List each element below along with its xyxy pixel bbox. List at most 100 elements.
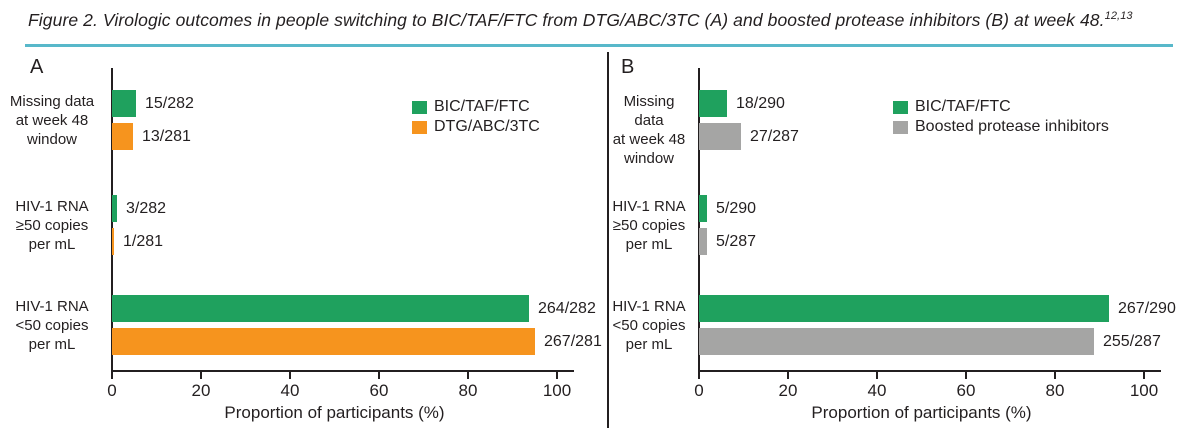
legend-swatch-icon [412,100,427,114]
legend-swatch-icon [893,100,908,114]
x-axis-tick-label: 40 [280,381,300,400]
category-label: HIV-1 RNA <50 copies per mL [609,297,689,354]
x-axis-tick-label: 80 [1045,381,1065,400]
category-label-line: per mL [28,236,76,253]
legend-item: Boosted protease inhibitors [893,117,1109,137]
category-label: Missing data at week 48 window [0,92,104,149]
category-label: HIV-1 RNA ≥50 copies per mL [0,197,104,254]
bar-bic-taf-ftc [699,195,707,222]
x-axis-tick [289,372,291,379]
x-axis-tick-label: 100 [542,381,572,400]
category-label-line: HIV-1 RNA [15,298,89,315]
bar-bic-taf-ftc [699,90,727,117]
x-axis-tick-label: 100 [1129,381,1159,400]
category-label: HIV-1 RNA <50 copies per mL [0,297,104,354]
category-label: Missing data at week 48 window [609,92,689,168]
category-label: HIV-1 RNA ≥50 copies per mL [609,197,689,254]
x-axis-tick-label: 60 [956,381,976,400]
x-axis-tick [965,372,967,379]
bar-bic-taf-ftc [112,295,529,322]
category-label-line: per mL [625,336,673,353]
x-axis-tick-label: 20 [778,381,798,400]
x-axis-tick-label: 40 [867,381,887,400]
x-axis-tick [378,372,380,379]
bar-value-label: 5/290 [716,200,757,217]
bar-dtg-abc-3tc [112,123,133,150]
category-label-line: window [623,150,675,167]
legend-label: BIC/TAF/FTC [915,98,1011,115]
legend-swatch-icon [412,120,427,134]
bar-boosted-protease-inhibitors [699,228,707,255]
bar-value-label: 1/281 [123,233,164,250]
figure-title-superscript: 12,13 [1104,10,1133,23]
x-axis-tick [876,372,878,379]
x-axis-tick [556,372,558,379]
category-label-line: per mL [28,336,76,353]
category-label-line: at week 48 [15,112,89,129]
panel-a: A 0 20 40 60 80 100 Proportion of participants … [0,47,607,435]
bar-value-label: 267/281 [544,333,602,350]
bar-dtg-abc-3tc [112,228,114,255]
bar-dtg-abc-3tc [112,328,535,355]
bar-boosted-protease-inhibitors [699,123,741,150]
legend-item: DTG/ABC/3TC [412,117,540,137]
x-axis-tick [787,372,789,379]
category-label-line: at week 48 [612,131,686,148]
bar-value-label: 255/287 [1103,333,1161,350]
legend-label: Boosted protease inhibitors [915,118,1109,135]
panel-label: A [30,56,44,78]
x-axis-tick-label: 0 [107,381,117,400]
panel-b: B 0 20 40 60 80 100 Proportion of participants … [609,47,1192,435]
x-axis-tick [1143,372,1145,379]
category-label-line: HIV-1 RNA [612,298,686,315]
legend-swatch-icon [893,120,908,134]
bar-value-label: 27/287 [750,128,799,145]
x-axis-tick [698,372,700,379]
legend: BIC/TAF/FTC Boosted protease inhibitors [893,97,1109,137]
bar-value-label: 13/281 [142,128,191,145]
bar-boosted-protease-inhibitors [699,328,1094,355]
legend-label: BIC/TAF/FTC [434,98,530,115]
x-axis-line [698,370,1161,372]
panel-divider [607,52,609,428]
legend-item: BIC/TAF/FTC [412,97,540,117]
bar-bic-taf-ftc [112,90,136,117]
category-label-line: <50 copies [612,317,686,334]
legend-item: BIC/TAF/FTC [893,97,1109,117]
x-axis-tick [200,372,202,379]
x-axis-tick [111,372,113,379]
figure-title-text: Figure 2. Virologic outcomes in people s… [28,10,1105,30]
bar-value-label: 15/282 [145,95,194,112]
panel-label: B [621,56,635,78]
category-label-line: per mL [625,236,673,253]
x-axis-title: Proportion of participants (%) [811,403,1032,422]
legend: BIC/TAF/FTC DTG/ABC/3TC [412,97,540,137]
category-label-line: <50 copies [15,317,89,334]
bar-bic-taf-ftc [112,195,117,222]
teal-rule [25,44,1173,47]
category-label-line: ≥50 copies [15,217,89,234]
figure-title: Figure 2. Virologic outcomes in people s… [28,10,1133,31]
x-axis-tick [1054,372,1056,379]
x-axis-title: Proportion of participants (%) [224,403,445,422]
category-label-line: Missing data [9,93,95,110]
x-axis-tick-label: 60 [369,381,389,400]
category-label-line: ≥50 copies [612,217,686,234]
legend-label: DTG/ABC/3TC [434,118,540,135]
bar-value-label: 5/287 [716,233,757,250]
bar-value-label: 3/282 [126,200,167,217]
bar-value-label: 18/290 [736,95,785,112]
category-label-line: window [26,131,78,148]
bar-bic-taf-ftc [699,295,1109,322]
category-label-line: HIV-1 RNA [15,198,89,215]
category-label-line: HIV-1 RNA [612,198,686,215]
category-label-line: Missing data [623,93,675,129]
bar-value-label: 264/282 [538,300,596,317]
x-axis-tick-label: 0 [694,381,704,400]
x-axis-tick-label: 20 [191,381,211,400]
x-axis-tick [467,372,469,379]
x-axis-tick-label: 80 [458,381,478,400]
bar-value-label: 267/290 [1118,300,1176,317]
x-axis-line [111,370,574,372]
